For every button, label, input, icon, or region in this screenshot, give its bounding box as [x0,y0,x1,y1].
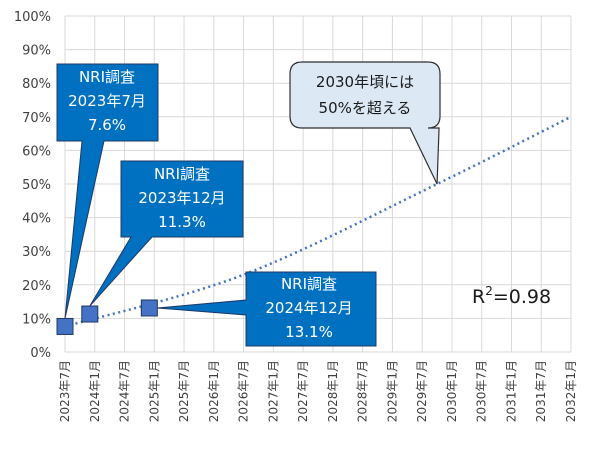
x-tick-label: 2030年1月 [445,360,459,422]
r-squared-label: R2=0.98 [472,284,551,308]
x-tick-label: 2028年7月 [356,360,370,422]
callout-line: NRI調査 [79,68,135,86]
x-tick-label: 2032年1月 [564,360,578,422]
x-tick-label: 2029年7月 [415,360,429,422]
y-tick-label: 10% [22,312,51,327]
callout-line: 13.1% [285,323,333,341]
y-tick-label: 90% [22,44,51,59]
y-tick-label: 20% [22,279,51,294]
x-tick-label: 2024年1月 [88,360,102,422]
callout-line: 2023年7月 [68,92,146,110]
y-tick-label: 80% [22,77,51,92]
callout-line: 11.3% [158,213,206,231]
callout-line: NRI調査 [154,165,210,183]
callout-line: 2024年12月 [265,299,352,317]
y-tick-label: 0% [30,346,51,361]
callout-line: NRI調査 [281,275,337,293]
y-tick-label: 40% [22,212,51,227]
y-tick-label: 50% [22,178,51,193]
x-tick-label: 2030年7月 [475,360,489,422]
y-axis: 0% 10% 20% 30% 40% 50% 60% 70% 80% 90% 100% [14,10,51,361]
y-tick-label: 60% [22,144,51,159]
callout-box [56,63,159,319]
data-points [56,299,158,335]
callout-box [89,160,244,307]
trendline [64,115,572,328]
callout-2023-12: NRI調査 2023年12月 11.3% [89,160,244,307]
x-tick-label: 2029年1月 [385,360,399,422]
y-tick-label: 70% [22,111,51,126]
callout-bubble [289,61,441,185]
x-tick-label: 2027年1月 [266,360,280,422]
callout-2023-07: NRI調査 2023年7月 7.6% [56,63,159,319]
callout-line: 2023年12月 [138,189,225,207]
x-tick-label: 2031年1月 [504,360,518,422]
x-tick-label: 2028年1月 [326,360,340,422]
data-point-marker [81,305,99,323]
callout-box [157,271,377,347]
x-tick-label: 2026年7月 [237,360,251,422]
x-tick-label: 2023年7月 [58,360,72,422]
data-point-marker [140,299,158,317]
y-tick-label: 100% [14,10,51,25]
callout-2024-12: NRI調査 2024年12月 13.1% [157,271,377,347]
callout-line: 2030年頃には [316,73,414,91]
x-tick-label: 2025年1月 [147,360,161,422]
callout-2030-note: 2030年頃には 50%を超える [289,61,441,185]
y-tick-label: 30% [22,245,51,260]
callout-line: 50%を超える [319,99,412,117]
callout-line: 7.6% [88,116,126,134]
x-tick-label: 2024年7月 [118,360,132,422]
x-tick-label: 2026年1月 [207,360,221,422]
x-axis: 2023年7月 2024年1月 2024年7月 2025年1月 2025年7月 2026年… [58,360,578,422]
x-tick-label: 2025年7月 [177,360,191,422]
data-point-marker [56,317,74,335]
x-tick-label: 2027年7月 [296,360,310,422]
x-tick-label: 2031年7月 [534,360,548,422]
